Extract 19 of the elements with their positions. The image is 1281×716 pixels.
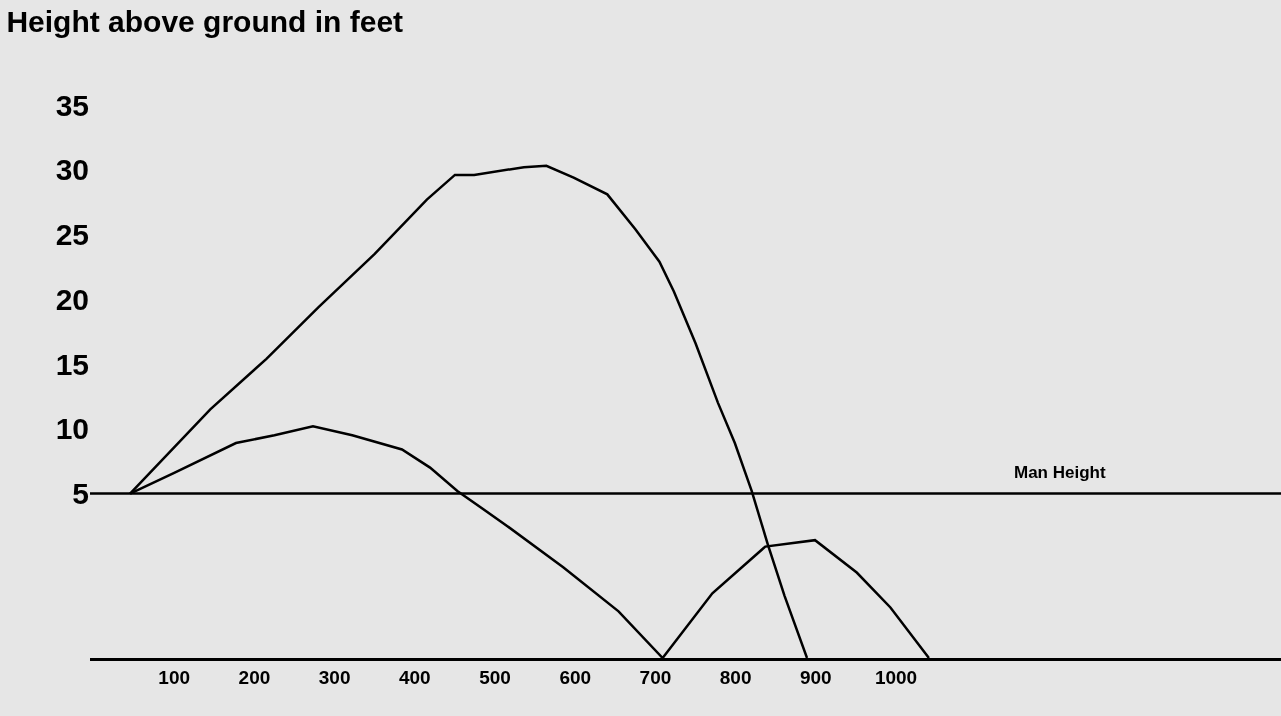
y-tick-label: 35	[55, 88, 89, 122]
ref-line-label: Man Height	[1014, 463, 1106, 482]
y-tick-label: 20	[55, 282, 89, 316]
chart-title: Height above ground in feet	[6, 4, 404, 38]
x-tick-label: 700	[639, 666, 672, 688]
x-tick-label: 500	[479, 666, 511, 688]
y-tick-label: 15	[55, 347, 89, 381]
x-tick-label: 200	[238, 666, 271, 688]
y-tick-label: 25	[55, 218, 89, 252]
x-tick-label: 800	[719, 666, 752, 688]
x-tick-label: 300	[318, 666, 351, 688]
x-tick-label: 1000	[874, 666, 918, 688]
y-tick-label: 30	[55, 153, 89, 187]
y-tick-label: 5	[72, 477, 89, 511]
x-tick-label: 100	[158, 666, 191, 688]
y-tick-label: 10	[55, 412, 89, 446]
x-tick-label: 400	[398, 666, 431, 688]
x-tick-label: 600	[559, 666, 592, 688]
x-tick-label: 900	[799, 666, 832, 688]
